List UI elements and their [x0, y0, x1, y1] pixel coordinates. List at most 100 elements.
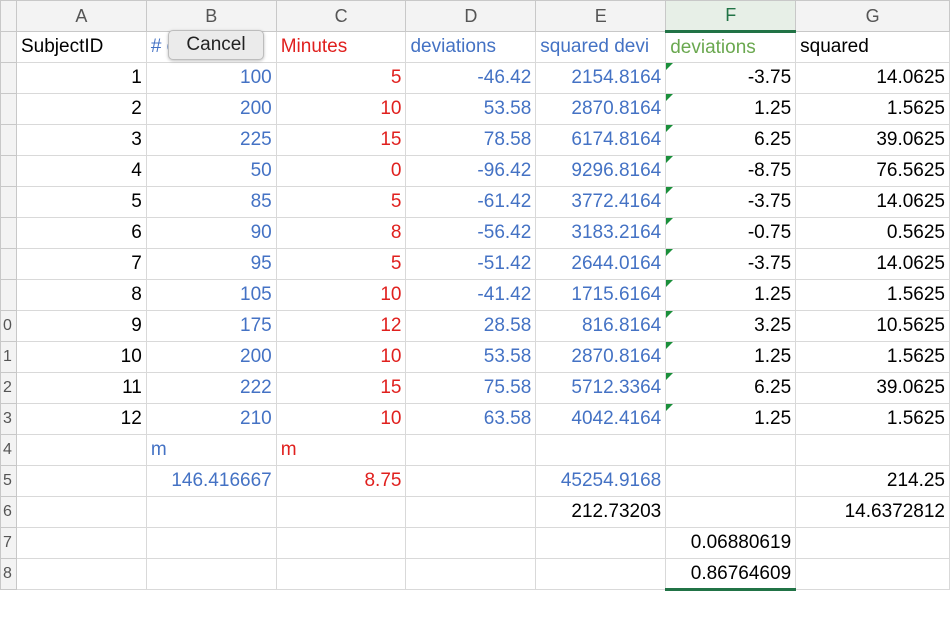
cell-words[interactable]: 90 [145, 217, 277, 249]
cell-deviations[interactable]: -56.42 [405, 217, 537, 249]
empty-cell[interactable] [665, 496, 797, 528]
cell-words[interactable]: 222 [145, 372, 277, 404]
cell-deviations2-header[interactable]: deviations [665, 31, 797, 63]
row-header[interactable] [0, 155, 17, 187]
cell-minutes[interactable]: 12 [275, 310, 407, 342]
empty-cell[interactable] [405, 527, 537, 559]
cell-deviations[interactable]: 78.58 [405, 124, 537, 156]
empty-cell[interactable] [145, 527, 277, 559]
cell-deviations2[interactable]: 1.25 [665, 341, 797, 373]
cell-words[interactable]: 210 [145, 403, 277, 435]
cell-squared-dev[interactable]: 5712.3364 [535, 372, 667, 404]
row-header[interactable]: 1 [0, 341, 17, 373]
cell-squared-dev[interactable]: 6174.8164 [535, 124, 667, 156]
summary-cell[interactable]: 0.06880619 [665, 527, 797, 559]
cell-deviations2[interactable]: -3.75 [665, 186, 797, 218]
cell-subjectid[interactable]: 11 [15, 372, 147, 404]
cell-words[interactable]: 225 [145, 124, 277, 156]
row-header[interactable]: 7 [0, 527, 17, 559]
cell-deviations2[interactable]: 6.25 [665, 124, 797, 156]
empty-cell[interactable] [275, 527, 407, 559]
cell-deviations2[interactable]: -3.75 [665, 62, 797, 94]
cell-words[interactable]: 200 [145, 341, 277, 373]
cell-subjectid[interactable]: 3 [15, 124, 147, 156]
cell-words[interactable]: 100 [145, 62, 277, 94]
cell-deviations2[interactable]: 1.25 [665, 93, 797, 125]
cell-squared-dev[interactable]: 1715.6164 [535, 279, 667, 311]
cell-minutes[interactable]: 5 [275, 62, 407, 94]
row-header[interactable]: 8 [0, 558, 17, 590]
cell-subjectid[interactable]: 5 [15, 186, 147, 218]
empty-cell[interactable] [795, 527, 950, 559]
cell-squared[interactable]: 14.0625 [795, 248, 950, 280]
cell-words[interactable]: 95 [145, 248, 277, 280]
cell-words[interactable]: 200 [145, 93, 277, 125]
row-header[interactable] [0, 248, 17, 280]
column-header-d[interactable]: D [405, 0, 537, 32]
row-header[interactable]: 4 [0, 434, 17, 466]
row-header[interactable]: 2 [0, 372, 17, 404]
empty-cell[interactable] [665, 434, 797, 466]
cell-squared[interactable]: 1.5625 [795, 341, 950, 373]
row-header[interactable]: 5 [0, 465, 17, 497]
cell-deviations[interactable]: 75.58 [405, 372, 537, 404]
summary-cell[interactable]: 214.25 [795, 465, 950, 497]
summary-cell[interactable]: m [145, 434, 277, 466]
cell-deviations-header[interactable]: deviations [405, 31, 537, 63]
empty-cell[interactable] [15, 558, 147, 590]
cell-minutes-header[interactable]: Minutes [275, 31, 407, 63]
cell-deviations2[interactable]: 3.25 [665, 310, 797, 342]
row-header[interactable]: 0 [0, 310, 17, 342]
cancel-tooltip[interactable]: Cancel [168, 30, 264, 60]
cell-subjectid[interactable]: 12 [15, 403, 147, 435]
row-header[interactable]: 6 [0, 496, 17, 528]
cell-subjectid[interactable]: 1 [15, 62, 147, 94]
empty-cell[interactable] [535, 558, 667, 590]
row-header[interactable] [0, 124, 17, 156]
cell-deviations[interactable]: 63.58 [405, 403, 537, 435]
cell-deviations[interactable]: -61.42 [405, 186, 537, 218]
cell-squared-dev[interactable]: 2644.0164 [535, 248, 667, 280]
row-header[interactable] [0, 62, 17, 94]
cell-squared-dev[interactable]: 4042.4164 [535, 403, 667, 435]
cell-squared-header[interactable]: squared [795, 31, 950, 63]
empty-cell[interactable] [795, 558, 950, 590]
cell-deviations[interactable]: 53.58 [405, 93, 537, 125]
empty-cell[interactable] [405, 558, 537, 590]
cell-squared[interactable]: 10.5625 [795, 310, 950, 342]
cell-squared[interactable]: 76.5625 [795, 155, 950, 187]
row-header[interactable]: 3 [0, 403, 17, 435]
empty-cell[interactable] [15, 527, 147, 559]
cell-minutes[interactable]: 15 [275, 372, 407, 404]
empty-cell[interactable] [275, 558, 407, 590]
cell-squared[interactable]: 39.0625 [795, 372, 950, 404]
cell-words[interactable]: 85 [145, 186, 277, 218]
cell-deviations[interactable]: 53.58 [405, 341, 537, 373]
cell-squared[interactable]: 14.0625 [795, 186, 950, 218]
cell-deviations[interactable]: -46.42 [405, 62, 537, 94]
row-header[interactable] [0, 217, 17, 249]
summary-cell[interactable]: 8.75 [275, 465, 407, 497]
row-header[interactable] [0, 186, 17, 218]
summary-cell[interactable]: 146.416667 [145, 465, 277, 497]
cell-words[interactable]: 105 [145, 279, 277, 311]
cell-minutes[interactable]: 15 [275, 124, 407, 156]
empty-cell[interactable] [405, 465, 537, 497]
empty-cell[interactable] [405, 434, 537, 466]
cell-squared-dev[interactable]: 3772.4164 [535, 186, 667, 218]
cell-deviations2[interactable]: 1.25 [665, 279, 797, 311]
cell-deviations2[interactable]: -3.75 [665, 248, 797, 280]
cell-squared-dev[interactable]: 2870.8164 [535, 93, 667, 125]
cell-subjectid[interactable]: 10 [15, 341, 147, 373]
cell-deviations[interactable]: -51.42 [405, 248, 537, 280]
cell-deviations[interactable]: -96.42 [405, 155, 537, 187]
cell-words[interactable]: 50 [145, 155, 277, 187]
cell-deviations2[interactable]: -0.75 [665, 217, 797, 249]
summary-cell[interactable]: 45254.9168 [535, 465, 667, 497]
cell-squared[interactable]: 14.0625 [795, 62, 950, 94]
empty-cell[interactable] [795, 434, 950, 466]
empty-cell[interactable] [145, 558, 277, 590]
summary-cell[interactable]: 0.86764609 [665, 558, 797, 591]
cell-subjectid-header[interactable]: SubjectID [15, 31, 147, 63]
column-header-e[interactable]: E [535, 0, 667, 32]
